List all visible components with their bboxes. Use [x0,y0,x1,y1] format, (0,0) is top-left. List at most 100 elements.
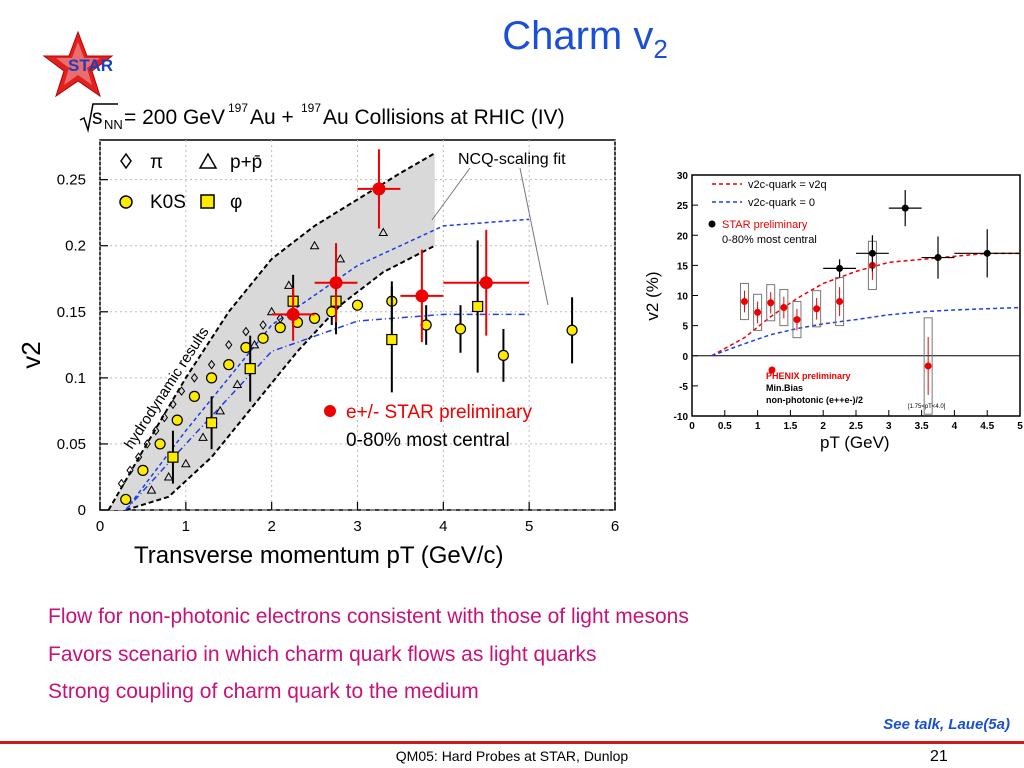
legend-label-phi: φ [230,192,242,213]
point-k0s [188,390,201,402]
model-curve-v2c-quark-0 [711,306,1021,357]
hydro-band-fill [108,153,435,510]
y-tick-label-0-25: 0.25 [57,172,86,189]
rc-y-tick-label-20: 20 [677,231,689,242]
rc-y-tick-label-5: -5 [679,382,688,393]
point-star [901,204,909,212]
x-tick-label-5: 5 [525,518,533,535]
rc-x-axis-label: pT (GeV) [820,433,890,452]
point-pi [152,425,160,436]
point-k0s [257,332,269,344]
point-k0s [566,324,578,336]
point-pp [283,280,294,289]
star-logo: STAR [42,30,114,98]
legend-marker-pi [120,152,132,170]
svg-text:Au Collisions at RHIC (IV): Au Collisions at RHIC (IV) [323,106,565,129]
point-pp [309,240,320,250]
rc-x-tick-label-4: 4 [952,421,958,432]
point-star [836,264,844,272]
x-axis-label: Transverse momentum pT (GeV/c) [134,542,503,569]
rc-annotation-nonphotonic: non-photonic (e++e-)/2 [766,395,863,405]
svg-text:197: 197 [228,101,248,115]
left-chart-title: s NN = 200 GeV 197 Au + 197 Au Collision… [79,101,565,133]
point-electron [479,276,493,290]
point-electron [372,182,386,196]
point-pi [169,399,177,410]
phenix-syst-box [792,301,802,339]
rc-x-tick-label-2-5: 2.5 [849,421,863,432]
point-k0s [351,299,364,311]
rc-x-tick-label-1-5: 1.5 [783,421,797,432]
point-phi [386,333,398,346]
point-star [983,249,991,257]
rc-annotation-centrality: 0-80% most central [722,234,817,246]
phenix-syst-box [923,317,933,415]
legend-marker-k0s [119,195,133,209]
phenix-syst-box [779,288,789,327]
y-tick-label-0-1: 0.1 [65,370,86,387]
point-electron [415,289,429,303]
see-talk-note: See talk, Laue(5a) [883,716,1010,733]
legend-label-phenix: PHENIX preliminary [766,371,851,381]
rc-annotation-range: [1.75<pT<4.0] [908,404,946,410]
rc-y-tick-label-15: 15 [677,261,689,272]
bullet-3: Strong coupling of charm quark to the me… [48,680,479,703]
point-k0s [205,372,218,384]
point-pi [177,386,186,396]
rc-y-tick-label-10: 10 [677,292,689,303]
point-pp [163,471,174,481]
rc-y-tick-label-30: 30 [677,171,689,182]
legend-label-electron: e+/- STAR preliminary [346,402,533,423]
point-k0s [120,493,132,506]
point-electron [329,276,343,290]
y-tick-label-0: 0 [78,502,86,519]
rc-y-tick-label-0: 0 [682,352,688,363]
point-phi [472,300,484,313]
point-electron [286,307,300,321]
point-phenix [780,304,788,312]
point-phenix [767,299,775,307]
point-phenix [740,298,748,306]
legend-label-v2zero: v2c-quark = 0 [748,197,815,209]
svg-text:s: s [92,106,103,129]
legend-marker-star [708,220,716,228]
phenix-syst-box [739,282,749,321]
point-phenix [754,308,762,316]
hydro-band-edge [125,244,436,511]
y-tick-label-0-05: 0.05 [57,436,86,453]
point-phi [244,363,256,375]
rc-x-tick-label-0: 0 [689,421,695,432]
point-pi [225,339,233,350]
left-chart: 0 1 2 3 4 5 6 0 0.05 0.1 0.15 0.2 0.25 Transverse mom… [16,139,619,569]
x-tick-label-0: 0 [96,518,104,535]
legend-marker-phenix [768,366,776,374]
y-tick-label-0-2: 0.2 [65,238,86,255]
ncq-fit-line [125,218,530,511]
point-k0s [154,438,166,450]
rc-x-tick-label-5: 5 [1017,421,1023,432]
point-pi [143,439,151,449]
point-pp [335,253,346,263]
right-plot-frame [691,174,1021,417]
legend-marker-electron [324,405,336,417]
rc-y-tick-label-5: 5 [682,322,688,333]
point-pi [190,373,199,383]
legend-label-pi: π [150,152,163,173]
annotation-centrality: 0-80% most central [346,430,510,451]
point-k0s [308,312,321,324]
x-tick-label-1: 1 [182,518,190,535]
legend-label-k0s: K0S [150,192,186,213]
rc-x-tick-label-3: 3 [886,421,892,432]
svg-text:NN: NN [104,117,123,132]
point-phenix [924,362,932,370]
point-k0s [274,322,286,334]
rc-y-tick-label-25: 25 [677,201,689,212]
svg-text:197: 197 [301,101,321,115]
point-pp [232,379,243,388]
rc-x-tick-label-1: 1 [755,421,761,432]
point-pp [198,432,208,441]
x-tick-label-3: 3 [353,518,361,535]
point-pp [180,458,191,468]
svg-text:= 200 GeV: = 200 GeV [124,106,225,129]
point-phenix [813,305,821,313]
